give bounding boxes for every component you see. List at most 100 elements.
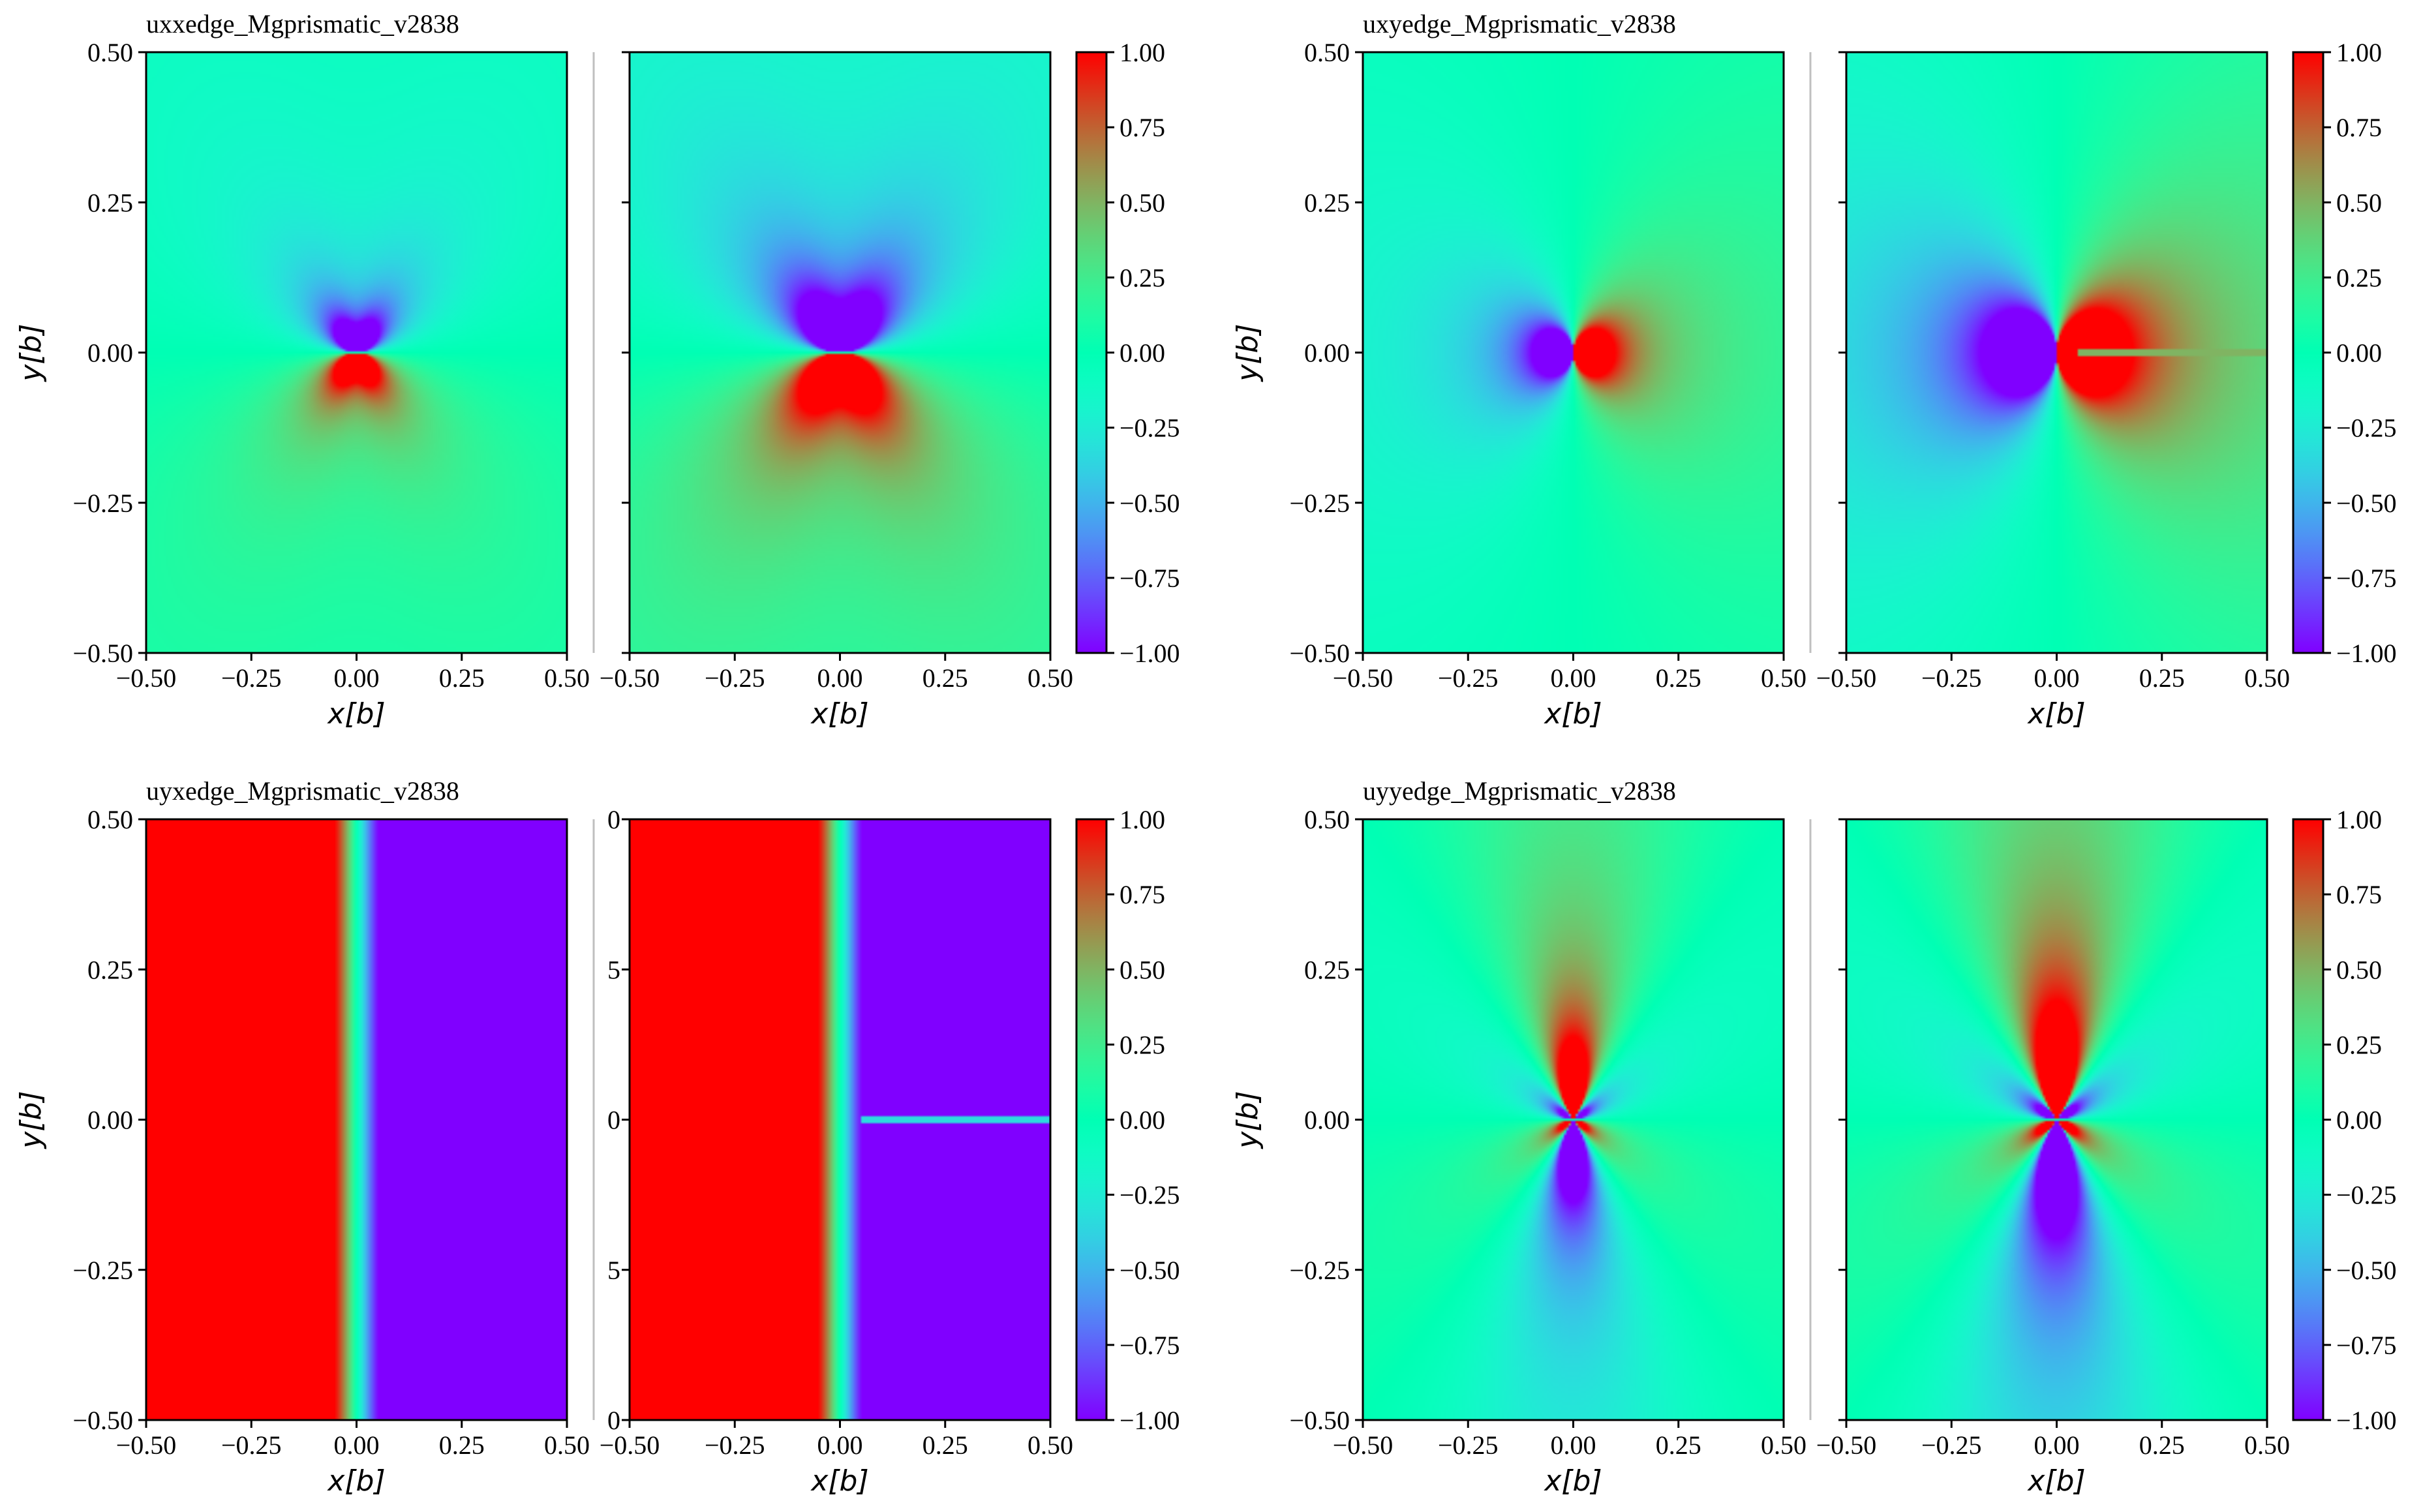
y-tick-label-cropped: 0 bbox=[607, 805, 620, 834]
x-tick-label: 0.00 bbox=[817, 1430, 863, 1460]
colorbar-tick-label: 0.00 bbox=[2336, 1106, 2382, 1135]
plot-group-uyx: uyxedge_Mgprismatic_v2838 −0.50 −0.25 0.00 0… bbox=[14, 776, 1180, 1498]
plot-title: uxxedge_Mgprismatic_v2838 bbox=[146, 9, 459, 38]
x-tick-label: −0.25 bbox=[1921, 1430, 1982, 1460]
y-tick-label: 0.25 bbox=[1304, 188, 1350, 217]
x-tick-label: −0.50 bbox=[116, 663, 177, 693]
x-tick-label: −0.25 bbox=[705, 1430, 765, 1460]
heatmap-field bbox=[1363, 819, 1784, 1420]
colorbar-tick-label: −0.75 bbox=[1120, 1331, 1180, 1360]
x-tick-label: −0.25 bbox=[221, 663, 282, 693]
y-tick-label: 0.00 bbox=[1304, 339, 1350, 368]
y-tick-label-cropped: 0 bbox=[607, 1106, 620, 1135]
plot-group-uxx: uxxedge_Mgprismatic_v2838 −0.50 −0.25 0.00 0… bbox=[14, 9, 1180, 731]
y-tick-label: −0.25 bbox=[72, 489, 133, 518]
colorbar-tick-label: −0.50 bbox=[2336, 489, 2397, 518]
colorbar-tick-label: −1.00 bbox=[2336, 1406, 2397, 1435]
x-tick-label: −0.25 bbox=[1438, 1430, 1499, 1460]
colorbar bbox=[1076, 52, 1106, 653]
colorbar-tick-label: 0.00 bbox=[1120, 1106, 1165, 1135]
x-tick-label: −0.25 bbox=[221, 1430, 282, 1460]
x-tick-label: −0.25 bbox=[1921, 663, 1982, 693]
x-tick-label: 0.00 bbox=[817, 663, 863, 693]
x-axis-label: x[b] bbox=[326, 697, 385, 731]
colorbar-tick-label: −0.75 bbox=[2336, 564, 2397, 593]
y-tick-label: −0.50 bbox=[1289, 1406, 1350, 1435]
colorbar-tick-label: 0.75 bbox=[1120, 880, 1165, 909]
colorbar-tick-label: 0.25 bbox=[1120, 1030, 1165, 1059]
x-axis-label: x[b] bbox=[1543, 697, 1602, 731]
x-tick-label: 0.00 bbox=[2034, 1430, 2080, 1460]
x-tick-label: −0.25 bbox=[1438, 663, 1499, 693]
x-tick-label: −0.50 bbox=[1816, 1430, 1877, 1460]
colorbar bbox=[2293, 819, 2323, 1420]
colorbar-tick-label: −0.50 bbox=[2336, 1256, 2397, 1285]
x-tick-label: −0.50 bbox=[600, 663, 660, 693]
x-tick-label: 0.25 bbox=[1656, 1430, 1701, 1460]
x-tick-label: 0.50 bbox=[544, 663, 590, 693]
x-axis-label: x[b] bbox=[2026, 1464, 2085, 1498]
colorbar-tick-label: 0.75 bbox=[1120, 113, 1165, 142]
x-tick-label: 0.00 bbox=[1551, 1430, 1596, 1460]
y-tick-label-cropped: 5 bbox=[607, 1256, 620, 1285]
x-tick-label: −0.50 bbox=[600, 1430, 660, 1460]
colorbar bbox=[1076, 819, 1106, 1420]
colorbar-tick-label: −0.25 bbox=[1120, 414, 1180, 443]
x-tick-label: 0.25 bbox=[922, 663, 968, 693]
x-tick-label: 0.00 bbox=[1551, 663, 1596, 693]
y-axis-label: y[b] bbox=[14, 1091, 48, 1149]
x-tick-label: 0.50 bbox=[1761, 1430, 1806, 1460]
x-axis-label: x[b] bbox=[2026, 697, 2085, 731]
colorbar-tick-label: 1.00 bbox=[2336, 38, 2382, 67]
y-axis-label: y[b] bbox=[1231, 1091, 1264, 1149]
y-axis-label: y[b] bbox=[1231, 324, 1264, 382]
x-tick-label: 0.25 bbox=[922, 1430, 968, 1460]
colorbar-tick-label: −0.50 bbox=[1120, 1256, 1180, 1285]
y-tick-label: 0.50 bbox=[1304, 38, 1350, 67]
x-tick-label: 0.25 bbox=[439, 663, 485, 693]
colorbar-tick-label: −0.25 bbox=[2336, 1181, 2397, 1210]
x-tick-label: 0.00 bbox=[334, 1430, 380, 1460]
y-tick-label: 0.25 bbox=[87, 955, 133, 984]
colorbar-tick-label: 0.25 bbox=[2336, 1030, 2382, 1059]
colorbar-tick-label: 0.00 bbox=[2336, 339, 2382, 368]
colorbar-tick-label: −0.50 bbox=[1120, 489, 1180, 518]
heatmap-field bbox=[146, 52, 567, 653]
x-tick-label: 0.00 bbox=[2034, 663, 2080, 693]
y-tick-label: −0.50 bbox=[72, 639, 133, 668]
colorbar-tick-label: −1.00 bbox=[1120, 1406, 1180, 1435]
heatmap-field bbox=[1846, 819, 2267, 1420]
y-tick-label-cropped: 0 bbox=[607, 1406, 620, 1435]
y-tick-label: −0.25 bbox=[1289, 489, 1350, 518]
colorbar-tick-label: 1.00 bbox=[2336, 805, 2382, 834]
x-tick-label: −0.50 bbox=[116, 1430, 177, 1460]
colorbar-tick-label: 0.75 bbox=[2336, 880, 2382, 909]
heatmap-field bbox=[630, 819, 1050, 1420]
y-tick-label: −0.25 bbox=[72, 1256, 133, 1285]
x-tick-label: 0.25 bbox=[439, 1430, 485, 1460]
x-tick-label: 0.50 bbox=[2244, 663, 2290, 693]
y-tick-label-cropped: 5 bbox=[607, 955, 620, 984]
x-tick-label: −0.25 bbox=[705, 663, 765, 693]
x-axis-label: x[b] bbox=[810, 697, 868, 731]
plot-group-uyy: uyyedge_Mgprismatic_v2838 −0.50 −0.25 0.00 0… bbox=[1231, 776, 2397, 1498]
x-tick-label: 0.50 bbox=[1028, 1430, 1073, 1460]
colorbar-tick-label: −0.25 bbox=[1120, 1181, 1180, 1210]
colorbar-tick-label: 0.50 bbox=[2336, 188, 2382, 217]
x-axis-label: x[b] bbox=[326, 1464, 385, 1498]
colorbar-tick-label: 0.25 bbox=[2336, 263, 2382, 292]
colorbar bbox=[2293, 52, 2323, 653]
y-tick-label: 0.50 bbox=[1304, 805, 1350, 834]
x-tick-label: 0.25 bbox=[2139, 663, 2185, 693]
x-axis-label: x[b] bbox=[1543, 1464, 1602, 1498]
x-tick-label: 0.25 bbox=[2139, 1430, 2185, 1460]
colorbar-tick-label: 0.75 bbox=[2336, 113, 2382, 142]
y-tick-label: 0.25 bbox=[87, 188, 133, 217]
plot-group-uxy: uxyedge_Mgprismatic_v2838 −0.50 −0.25 0.00 0… bbox=[1231, 9, 2397, 731]
x-tick-label: −0.50 bbox=[1816, 663, 1877, 693]
y-tick-label: −0.50 bbox=[72, 1406, 133, 1435]
x-tick-label: 0.50 bbox=[1761, 663, 1806, 693]
x-tick-label: −0.50 bbox=[1333, 1430, 1394, 1460]
colorbar-tick-label: 0.25 bbox=[1120, 263, 1165, 292]
y-tick-label: 0.00 bbox=[1304, 1106, 1350, 1135]
